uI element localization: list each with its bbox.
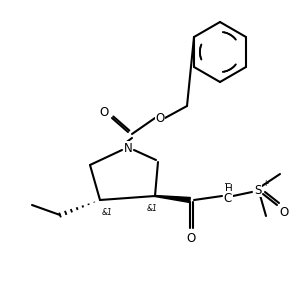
Text: O: O (155, 111, 165, 124)
Text: O: O (99, 106, 109, 119)
Text: −: − (223, 178, 231, 187)
Text: N: N (124, 142, 132, 155)
Text: C: C (224, 191, 232, 204)
Polygon shape (155, 195, 190, 202)
Text: &1: &1 (147, 204, 158, 213)
Text: S: S (254, 184, 262, 197)
Text: O: O (279, 206, 289, 218)
Text: O: O (186, 231, 196, 244)
Text: H: H (225, 184, 233, 194)
Text: &1: &1 (102, 208, 113, 217)
Text: +: + (262, 179, 268, 188)
